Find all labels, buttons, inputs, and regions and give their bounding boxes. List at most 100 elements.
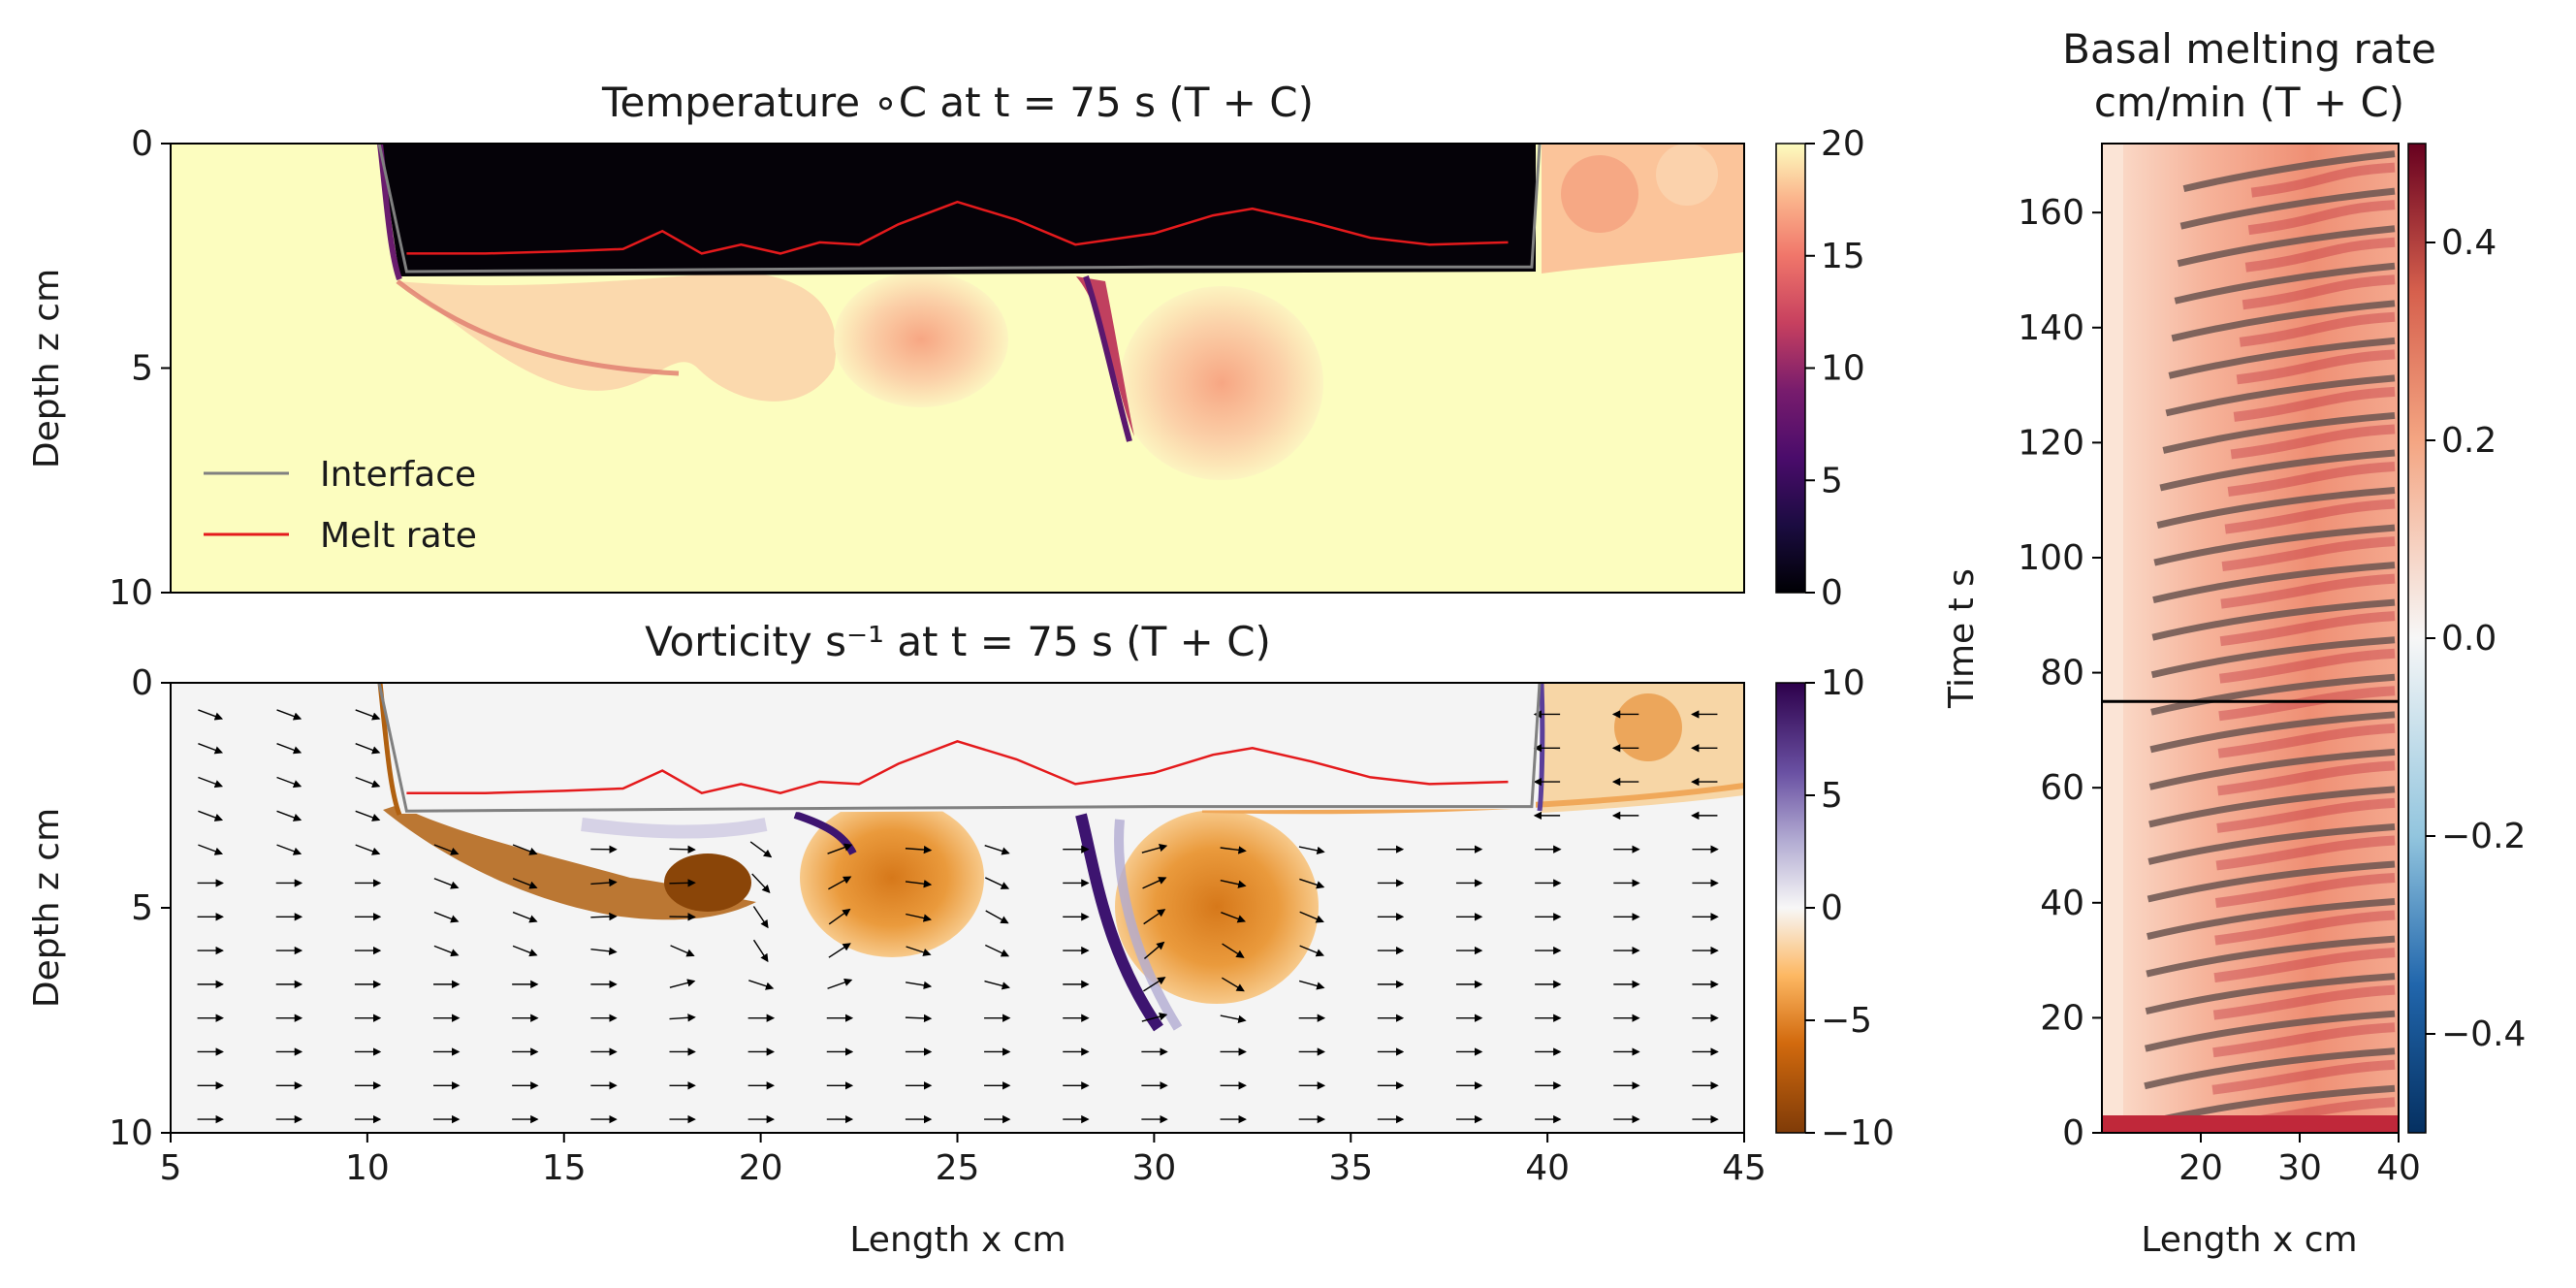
melt-band: [2221, 536, 2396, 572]
melt-streak: [2168, 337, 2396, 379]
vorticity-y-ticks: 0 5 10: [109, 663, 171, 1153]
velocity-arrow: [512, 844, 538, 855]
melt-streak: [2148, 786, 2396, 828]
velocity-arrow: [198, 709, 224, 721]
colorbar-tick-label: 5: [1821, 461, 1843, 500]
velocity-arrow: [1222, 943, 1245, 958]
melt-streak: [2153, 524, 2396, 566]
velocity-arrow: [905, 981, 933, 990]
velocity-arrow: [276, 844, 302, 855]
melt-band: [2224, 499, 2396, 534]
x-tick-label: 10: [345, 1148, 390, 1188]
velocity-arrow: [984, 980, 1011, 990]
ice-block: [380, 144, 1536, 276]
velocity-arrow: [827, 843, 853, 854]
melt-band: [2219, 611, 2396, 647]
colorbar-tick-label: 10: [1821, 349, 1865, 389]
velocity-arrow: [355, 776, 381, 789]
colorbar-tick-label: 20: [1821, 124, 1865, 164]
melt-streak: [2182, 150, 2396, 193]
velocity-arrow: [1141, 844, 1168, 853]
melt-streak: [2150, 673, 2396, 716]
melt-streak: [2174, 262, 2396, 305]
melt-streak: [2151, 598, 2396, 641]
y-tick-label: 120: [2018, 423, 2084, 463]
temperature-title: Temperature ∘C at t = 75 s (T + C): [601, 79, 1314, 126]
melt-band: [2213, 948, 2396, 983]
velocity-quiver: [197, 709, 1719, 1124]
basal-melting-axes-frame: [2101, 143, 2400, 1134]
y-tick-label: 5: [131, 349, 153, 389]
velocity-arrow: [198, 743, 224, 755]
basal-melting-title-line2: cm/min (T + C): [2094, 79, 2404, 126]
velocity-arrow: [1141, 1013, 1168, 1022]
velocity-arrow: [985, 877, 1010, 889]
velocity-arrow: [669, 1014, 696, 1022]
velocity-arrow: [276, 743, 302, 755]
velocity-arrow: [590, 912, 618, 921]
colorbar-tick-label: 0.4: [2441, 223, 2496, 263]
basal-melting-y-ticks: 0 20 40 60 80 100 120 140 160: [2018, 193, 2102, 1153]
velocity-arrow: [355, 709, 381, 721]
melt-streak: [2179, 187, 2396, 230]
basal-melting-heatmap: [2102, 144, 2399, 1133]
velocity-arrow: [1299, 878, 1325, 889]
x-tick-label: 15: [542, 1148, 587, 1188]
legend-interface-label: Interface: [320, 455, 476, 495]
velocity-arrow: [1220, 880, 1247, 888]
melt-streak: [2165, 374, 2396, 417]
melt-band: [2239, 311, 2396, 347]
melt-streak: [2144, 1047, 2396, 1090]
melt-band: [2233, 386, 2396, 422]
velocity-arrow: [355, 844, 381, 855]
melt-band: [2242, 274, 2396, 310]
x-tick-label: 5: [160, 1148, 182, 1188]
melt-streak: [2147, 860, 2396, 903]
vorticity-y-axis-label: Depth z cm: [27, 808, 67, 1008]
melt-band: [2212, 1022, 2396, 1058]
vorticity-heatmap: [171, 683, 1744, 1133]
legend-melt-label: Melt rate: [320, 516, 477, 556]
melt-band: [2214, 873, 2396, 908]
velocity-arrow: [1222, 977, 1245, 992]
velocity-arrow: [748, 980, 775, 990]
y-tick-label: 10: [109, 573, 153, 613]
y-tick-label: 0: [131, 124, 153, 164]
melt-streak: [2148, 748, 2396, 790]
melt-band: [2244, 237, 2396, 273]
x-tick-label: 40: [1525, 1148, 1570, 1188]
velocity-arrow: [1221, 912, 1247, 923]
colorbar-tick-label: 15: [1821, 237, 1865, 276]
velocity-arrow: [752, 906, 769, 929]
melt-band: [2236, 349, 2396, 385]
melt-band: [2215, 835, 2396, 871]
velocity-arrow: [828, 908, 851, 925]
colorbar-tick-label: 10: [1821, 663, 1865, 703]
basal-melting-x-axis-label: Length x cm: [2141, 1220, 2357, 1260]
velocity-arrow: [590, 947, 618, 955]
colorbar-tick-label: 0.0: [2441, 619, 2496, 659]
y-tick-label: 0: [131, 663, 153, 703]
x-tick-label: 30: [2277, 1148, 2322, 1188]
basal-melting-colorbar-ticks: 0.4 0.2 0.0 −0.2 −0.4: [2426, 223, 2526, 1054]
melt-band: [2230, 424, 2396, 460]
melt-band: [2250, 162, 2396, 198]
velocity-arrow: [906, 946, 932, 956]
velocity-arrow: [433, 945, 460, 957]
velocity-arrow: [512, 911, 538, 923]
melt-band: [2247, 200, 2396, 236]
x-tick-label: 25: [936, 1148, 980, 1188]
velocity-arrow: [984, 844, 1010, 855]
velocity-arrow: [198, 844, 224, 855]
velocity-arrow: [512, 878, 538, 889]
basal-melting-y-axis-label: Time t s: [1942, 568, 1982, 709]
velocity-arrow: [985, 944, 1010, 957]
velocity-arrow: [670, 945, 695, 957]
basal-melting-panel: Basal melting rate cm/min (T + C) Time t…: [1942, 25, 2526, 1260]
x-tick-label: 30: [1131, 1148, 1176, 1188]
melt-band: [2212, 984, 2396, 1020]
interface-line: [377, 144, 1542, 274]
velocity-arrow: [512, 945, 538, 957]
velocity-arrow: [198, 776, 224, 789]
melt-streak: [2177, 225, 2396, 268]
